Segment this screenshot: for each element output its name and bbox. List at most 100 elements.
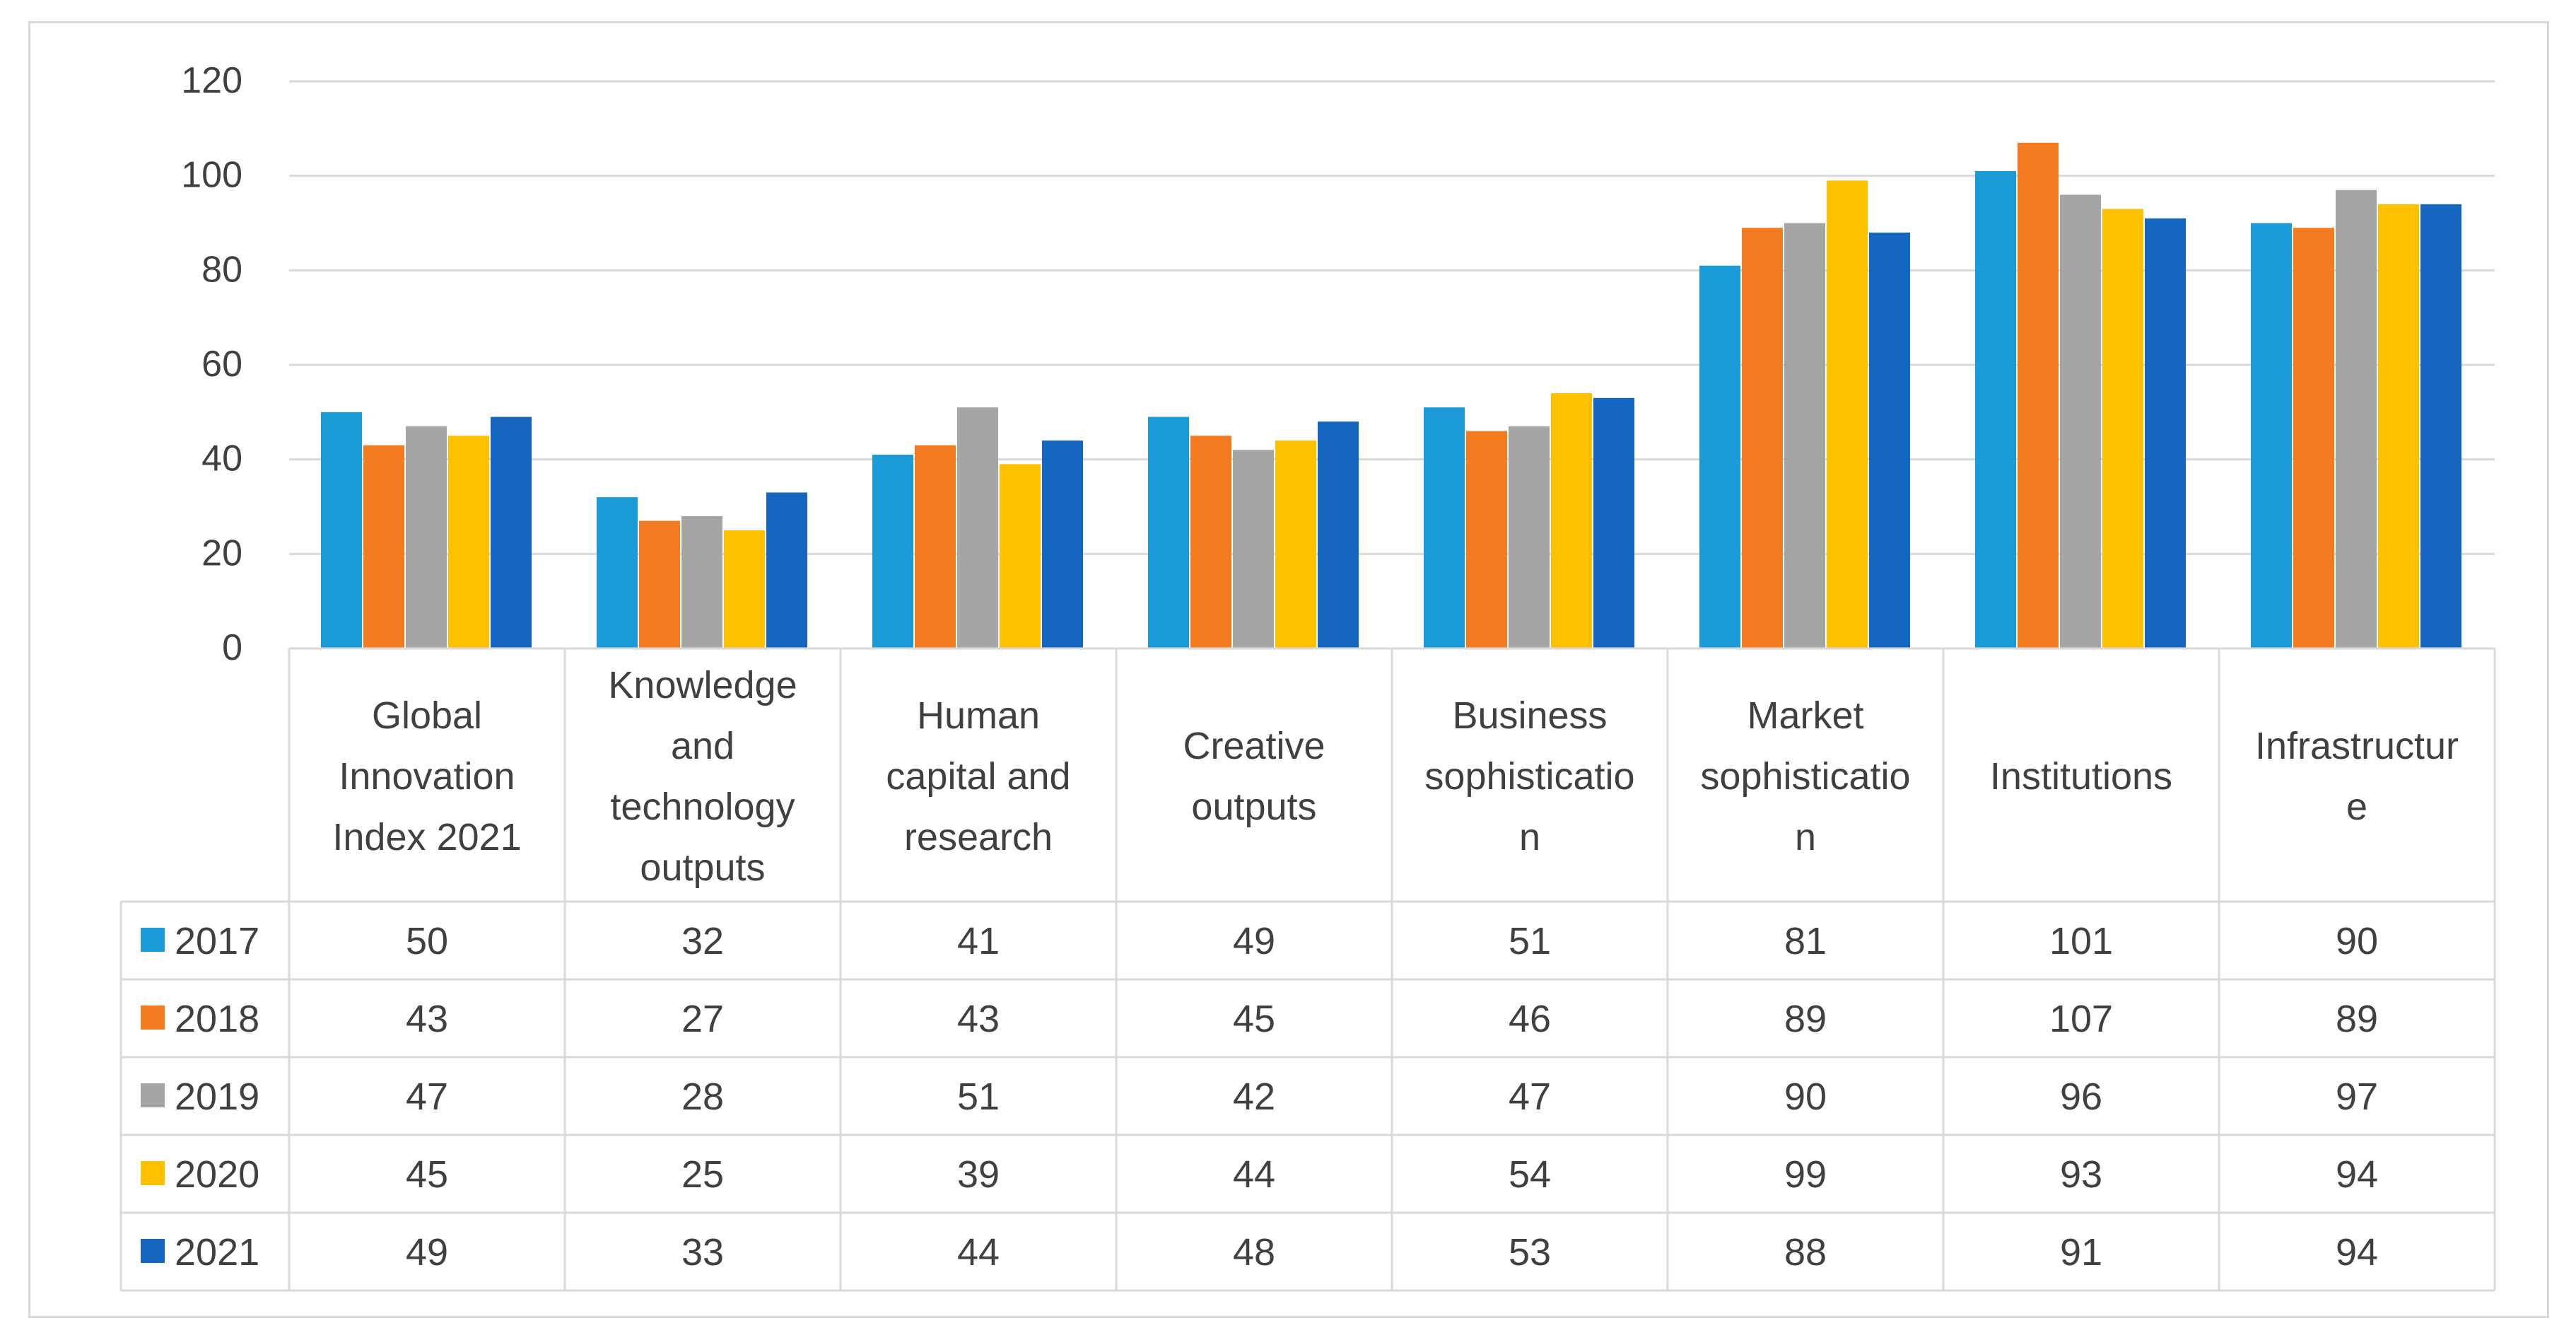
category-label: Human [917, 694, 1040, 737]
data-label: 41 [957, 920, 1000, 962]
category-label: Market [1747, 694, 1863, 737]
data-label: 81 [1784, 920, 1827, 962]
data-label: 43 [406, 998, 448, 1040]
bar-2021-4 [1593, 397, 1634, 648]
bar-2019-2 [957, 407, 998, 648]
bar-2021-5 [1869, 232, 1910, 648]
y-tick-label: 40 [201, 438, 242, 479]
y-tick-label: 80 [201, 249, 242, 290]
category-label: Knowledge [608, 664, 797, 706]
y-tick-label: 100 [181, 155, 242, 196]
category-label: Index 2021 [332, 816, 521, 858]
bar-2017-7 [2251, 223, 2292, 648]
category-label: research [904, 816, 1053, 858]
data-label: 51 [957, 1076, 1000, 1118]
category-label: outputs [1191, 786, 1316, 828]
bar-2019-5 [1784, 223, 1825, 648]
bar-2018-2 [915, 445, 956, 648]
category-label: technology [610, 786, 795, 828]
bar-2019-4 [1509, 426, 1550, 648]
bar-2021-6 [2145, 218, 2186, 649]
bar-2021-0 [491, 416, 532, 648]
category-label: outputs [640, 846, 765, 889]
data-label: 27 [681, 998, 724, 1040]
legend-swatch-2018 [141, 1006, 165, 1030]
category-label: Business [1452, 694, 1607, 737]
bar-2017-1 [597, 497, 638, 648]
data-label: 54 [1509, 1153, 1551, 1196]
data-label: 51 [1509, 920, 1551, 962]
data-label: 44 [1233, 1153, 1275, 1196]
bar-chart: 0 20 40 60 80 100 120 Global Innovation Index 202… [119, 60, 2496, 1292]
chart-frame: 0 20 40 60 80 100 120 Global Innovation Index 202… [28, 21, 2549, 1318]
data-label: 53 [1509, 1231, 1551, 1274]
data-label: 91 [2060, 1231, 2102, 1274]
data-label: 94 [2336, 1153, 2378, 1196]
data-label: 47 [1509, 1076, 1551, 1118]
legend-swatch-2017 [141, 928, 165, 952]
data-label: 45 [406, 1153, 448, 1196]
legend-swatch-2019 [141, 1083, 165, 1107]
bar-2019-0 [406, 426, 447, 648]
bar-2020-5 [1827, 180, 1868, 649]
data-label: 99 [1784, 1153, 1827, 1196]
data-label: 89 [2336, 998, 2378, 1040]
category-label: sophisticatio [1700, 755, 1910, 798]
data-label: 50 [406, 920, 448, 962]
category-label: Global [372, 694, 482, 737]
data-label: 46 [1509, 998, 1551, 1040]
y-tick-label: 20 [201, 532, 242, 573]
category-label: e [2346, 786, 2367, 828]
data-label: 32 [681, 920, 724, 962]
data-label: 25 [681, 1153, 724, 1196]
bar-2017-5 [1699, 265, 1740, 648]
bar-2018-4 [1466, 431, 1507, 648]
data-label: 93 [2060, 1153, 2102, 1196]
bar-2020-3 [1275, 440, 1316, 648]
bar-2021-1 [766, 492, 807, 648]
category-label: n [1519, 816, 1540, 858]
y-tick-label: 0 [222, 627, 242, 668]
bar-2020-1 [724, 530, 765, 648]
data-label: 90 [2336, 920, 2378, 962]
data-label: 42 [1233, 1076, 1275, 1118]
bar-2017-2 [872, 454, 913, 648]
category-label: Creative [1183, 725, 1325, 767]
bar-2021-2 [1042, 440, 1083, 648]
bar-2017-0 [321, 412, 362, 648]
legend-swatch-2021 [141, 1239, 165, 1263]
data-label: 43 [957, 998, 1000, 1040]
bar-2018-0 [363, 445, 404, 648]
category-label: n [1795, 816, 1816, 858]
category-label: sophisticatio [1424, 755, 1634, 798]
bar-2018-5 [1742, 228, 1783, 648]
bar-2018-7 [2293, 228, 2334, 648]
legend-label: 2018 [175, 998, 259, 1040]
data-label: 96 [2060, 1076, 2102, 1118]
data-label: 47 [406, 1076, 448, 1118]
legend-label: 2021 [175, 1231, 259, 1274]
data-label: 107 [2049, 998, 2113, 1040]
bar-2021-3 [1318, 421, 1359, 648]
bar-2018-3 [1190, 436, 1231, 648]
bar-2020-0 [448, 436, 489, 648]
bar-2019-7 [2336, 190, 2377, 648]
bar-2019-3 [1233, 450, 1274, 648]
category-label: Innovation [339, 755, 515, 798]
data-label: 33 [681, 1231, 724, 1274]
data-label: 49 [1233, 920, 1275, 962]
data-label: 94 [2336, 1231, 2378, 1274]
bar-2019-6 [2060, 194, 2101, 648]
bar-2018-6 [2018, 142, 2059, 649]
bar-2017-4 [1424, 407, 1465, 648]
data-label: 39 [957, 1153, 1000, 1196]
bar-2020-4 [1551, 393, 1592, 648]
legend-label: 2020 [175, 1153, 259, 1196]
data-label: 28 [681, 1076, 724, 1118]
data-label: 44 [957, 1231, 1000, 1274]
legend-label: 2019 [175, 1076, 259, 1118]
data-label: 49 [406, 1231, 448, 1274]
category-label: and [671, 725, 734, 767]
category-label: Infrastructur [2255, 725, 2459, 767]
bar-2019-1 [681, 515, 722, 648]
